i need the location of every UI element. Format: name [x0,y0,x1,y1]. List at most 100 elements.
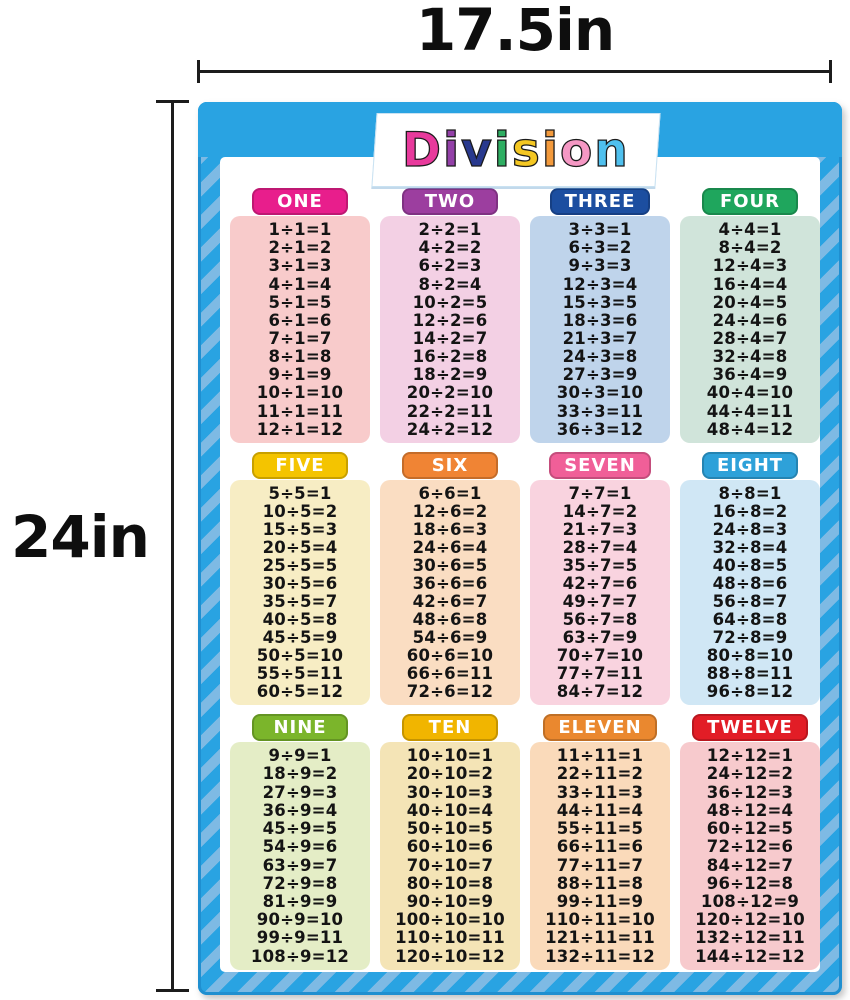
division-fact: 6÷1=6 [268,310,332,330]
division-fact: 24÷12=2 [706,764,794,784]
division-fact: 60÷5=12 [256,682,344,701]
division-fact: 18÷9=2 [262,764,338,784]
division-fact: 4÷2=2 [418,238,482,258]
table-header-seven: SEVEN [549,452,651,479]
division-fact: 49÷7=7 [562,592,638,611]
division-fact: 9÷1=9 [268,365,332,385]
table-body: 4÷4=1 8÷4=2 12÷4=3 16÷4=4 20÷4=5 24÷4=6 28÷4=7… [680,216,820,443]
division-fact: 11÷1=11 [256,401,344,421]
division-fact: 72÷8=9 [712,628,788,647]
table-card-eight: EIGHT 8÷8=1 16÷8=2 24÷8=3 32÷8=4 40÷8=5 48÷8=6… [680,452,820,705]
division-fact: 84÷12=7 [706,855,794,875]
division-fact: 20÷5=4 [262,538,338,557]
division-fact: 18÷6=3 [412,520,488,539]
division-fact: 88÷11=8 [556,873,644,893]
division-fact: 36÷9=4 [262,800,338,820]
division-fact: 70÷7=10 [556,646,644,665]
table-body: 6÷6=1 12÷6=2 18÷6=3 24÷6=4 30÷6=5 36÷6=6 42÷6=… [380,480,520,705]
division-fact: 40÷10=4 [406,800,494,820]
division-fact: 35÷7=5 [562,556,638,575]
division-fact: 35÷5=7 [262,592,338,611]
division-fact: 15÷5=3 [262,520,338,539]
division-fact: 27÷9=3 [262,782,338,802]
division-fact: 5÷5=1 [268,484,332,503]
table-body: 12÷12=1 24÷12=2 36÷12=3 48÷12=4 60÷12=5 72÷12… [680,742,820,970]
division-fact: 12÷4=3 [712,256,788,276]
division-fact: 55÷5=11 [256,664,344,683]
dimension-height-line [156,100,189,992]
table-body: 8÷8=1 16÷8=2 24÷8=3 32÷8=4 40÷8=5 48÷8=6 56÷8=… [680,480,820,705]
division-fact: 55÷11=5 [556,819,644,839]
table-card-four: FOUR 4÷4=1 8÷4=2 12÷4=3 16÷4=4 20÷4=5 24÷4=6 28… [680,188,820,443]
division-fact: 63÷9=7 [262,855,338,875]
division-fact: 30÷3=10 [556,383,644,403]
division-fact: 12÷2=6 [412,310,488,330]
division-poster: Division ONE 1÷1=1 2÷1=2 3÷1=3 4÷1=4 5÷1=5 6÷1… [198,102,842,995]
division-fact: 10÷5=2 [262,502,338,521]
division-fact: 81÷9=9 [262,891,338,911]
division-fact: 90÷9=10 [256,910,344,930]
division-fact: 8÷4=2 [718,238,782,258]
division-fact: 21÷7=3 [562,520,638,539]
division-fact: 42÷7=6 [562,574,638,593]
division-fact: 40÷4=10 [706,383,794,403]
table-card-seven: SEVEN 7÷7=1 14÷7=2 21÷7=3 28÷7=4 35÷7=5 42÷7=6… [530,452,670,705]
division-fact: 33÷11=3 [556,782,644,802]
division-fact: 2÷2=1 [418,220,482,240]
table-header-nine: NINE [252,714,348,741]
division-fact: 32÷8=4 [712,538,788,557]
division-fact: 30÷5=6 [262,574,338,593]
division-fact: 14÷7=2 [562,502,638,521]
division-fact: 60÷6=10 [406,646,494,665]
division-fact: 24÷4=6 [712,310,788,330]
division-fact: 64÷8=8 [712,610,788,629]
division-fact: 36÷4=9 [712,365,788,385]
division-fact: 77÷7=11 [556,664,644,683]
division-fact: 30÷10=3 [406,782,494,802]
division-fact: 63÷7=9 [562,628,638,647]
division-fact: 54÷6=9 [412,628,488,647]
table-body: 2÷2=1 4÷2=2 6÷2=3 8÷2=4 10÷2=5 12÷2=6 14÷2=7 16… [380,216,520,443]
division-fact: 96÷12=8 [706,873,794,893]
division-fact: 5÷1=5 [268,292,332,312]
division-fact: 11÷11=1 [556,746,644,766]
table-body: 9÷9=1 18÷9=2 27÷9=3 36÷9=4 45÷9=5 54÷9=6 63÷9=… [230,742,370,970]
division-fact: 44÷4=11 [706,401,794,421]
table-body: 10÷10=1 20÷10=2 30÷10=3 40÷10=4 50÷10=5 60÷10… [380,742,520,970]
division-fact: 99÷9=11 [256,928,344,948]
division-fact: 70÷10=7 [406,855,494,875]
title-letter: D [401,122,444,178]
division-fact: 20÷2=10 [406,383,494,403]
division-fact: 36÷6=6 [412,574,488,593]
division-fact: 9÷3=3 [568,256,632,276]
division-fact: 120÷10=12 [395,946,505,966]
poster-title-banner: Division [371,113,661,187]
division-fact: 18÷3=6 [562,310,638,330]
division-fact: 28÷7=4 [562,538,638,557]
division-fact: 8÷2=4 [418,274,482,294]
division-fact: 48÷4=12 [706,419,794,439]
table-body: 11÷11=1 22÷11=2 33÷11=3 44÷11=4 55÷11=5 66÷11… [530,742,670,970]
division-fact: 84÷7=12 [556,682,644,701]
division-fact: 25÷5=5 [262,556,338,575]
division-fact: 20÷4=5 [712,292,788,312]
poster-title: Division [401,122,630,178]
division-fact: 6÷3=2 [568,238,632,258]
table-header-three: THREE [549,188,651,215]
division-fact: 108÷9=12 [250,946,350,966]
division-fact: 121÷11=11 [545,928,655,948]
division-fact: 10÷10=1 [406,746,494,766]
table-card-nine: NINE 9÷9=1 18÷9=2 27÷9=3 36÷9=4 45÷9=5 54÷9=6 6… [230,714,370,970]
division-fact: 42÷6=7 [412,592,488,611]
dimension-width-line [197,60,832,83]
division-fact: 50÷5=10 [256,646,344,665]
division-fact: 12÷1=12 [256,419,344,439]
division-fact: 24÷6=4 [412,538,488,557]
division-fact: 100÷10=10 [395,910,505,930]
division-fact: 72÷9=8 [262,873,338,893]
division-fact: 22÷2=11 [406,401,494,421]
title-letter: s [511,122,542,178]
division-fact: 12÷3=4 [562,274,638,294]
division-fact: 36÷12=3 [706,782,794,802]
division-fact: 15÷3=5 [562,292,638,312]
